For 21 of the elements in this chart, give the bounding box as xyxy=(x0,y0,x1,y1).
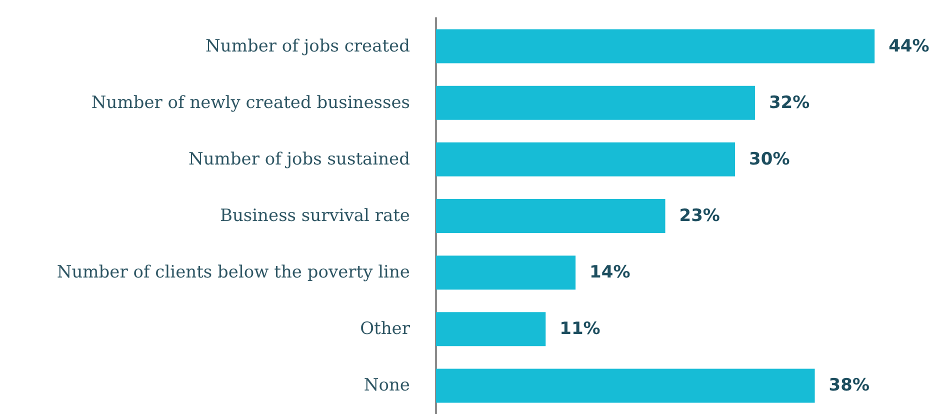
bar xyxy=(436,29,875,64)
y-tick-label: Number of jobs created xyxy=(206,36,410,56)
bar xyxy=(436,312,546,346)
y-tick-label: Business survival rate xyxy=(220,206,410,226)
bar xyxy=(436,142,736,176)
y-tick-label: None xyxy=(364,376,410,396)
data-label: 11% xyxy=(560,319,600,340)
data-label: 14% xyxy=(590,262,630,283)
bar xyxy=(436,256,576,290)
data-label: 32% xyxy=(768,92,810,113)
data-label: 30% xyxy=(749,149,790,170)
data-label: 44% xyxy=(888,36,930,56)
y-tick-label: Other xyxy=(360,319,411,340)
bar xyxy=(436,199,666,233)
y-tick-label: Number of newly created businesses xyxy=(91,92,410,113)
bar xyxy=(436,368,815,403)
data-label: 23% xyxy=(679,206,720,226)
bar xyxy=(436,86,755,120)
y-tick-label: Number of clients below the poverty line xyxy=(56,262,410,283)
y-tick-label: Number of jobs sustained xyxy=(188,149,410,170)
data-label: 38% xyxy=(828,376,870,396)
